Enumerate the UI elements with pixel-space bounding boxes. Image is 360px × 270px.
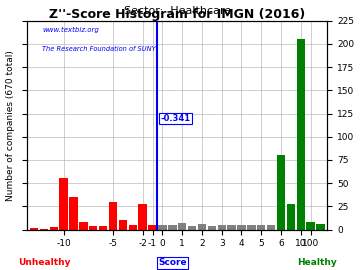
Bar <box>277 155 285 230</box>
Text: www.textbiz.org: www.textbiz.org <box>42 27 99 33</box>
Bar <box>217 225 226 230</box>
Bar <box>50 227 58 229</box>
Bar <box>208 226 216 230</box>
Text: Score: Score <box>158 258 187 267</box>
Bar <box>158 225 167 230</box>
Bar <box>188 226 196 230</box>
Bar <box>30 228 38 230</box>
Bar <box>168 225 176 230</box>
Y-axis label: Number of companies (670 total): Number of companies (670 total) <box>5 50 14 201</box>
Text: Healthy: Healthy <box>297 258 337 267</box>
Bar <box>237 225 246 230</box>
Bar <box>109 202 117 230</box>
Bar <box>198 224 206 230</box>
Bar <box>247 225 256 230</box>
Bar <box>306 222 315 230</box>
Text: -0.341: -0.341 <box>161 114 190 123</box>
Bar <box>228 225 236 230</box>
Text: Sector:  Healthcare: Sector: Healthcare <box>123 5 231 16</box>
Bar <box>297 39 305 229</box>
Bar <box>69 197 78 230</box>
Bar <box>129 225 137 230</box>
Bar <box>316 224 325 230</box>
Bar <box>178 223 186 230</box>
Bar <box>148 225 157 230</box>
Bar <box>119 220 127 230</box>
Bar <box>89 226 98 230</box>
Title: Z''-Score Histogram for IMGN (2016): Z''-Score Histogram for IMGN (2016) <box>49 8 305 21</box>
Bar <box>59 178 68 230</box>
Text: The Research Foundation of SUNY: The Research Foundation of SUNY <box>42 46 156 52</box>
Bar <box>267 225 275 230</box>
Bar <box>79 222 87 230</box>
Bar <box>257 225 265 230</box>
Bar <box>99 226 107 230</box>
Bar <box>139 204 147 230</box>
Bar <box>40 229 48 230</box>
Bar <box>287 204 295 230</box>
Text: Unhealthy: Unhealthy <box>18 258 71 267</box>
